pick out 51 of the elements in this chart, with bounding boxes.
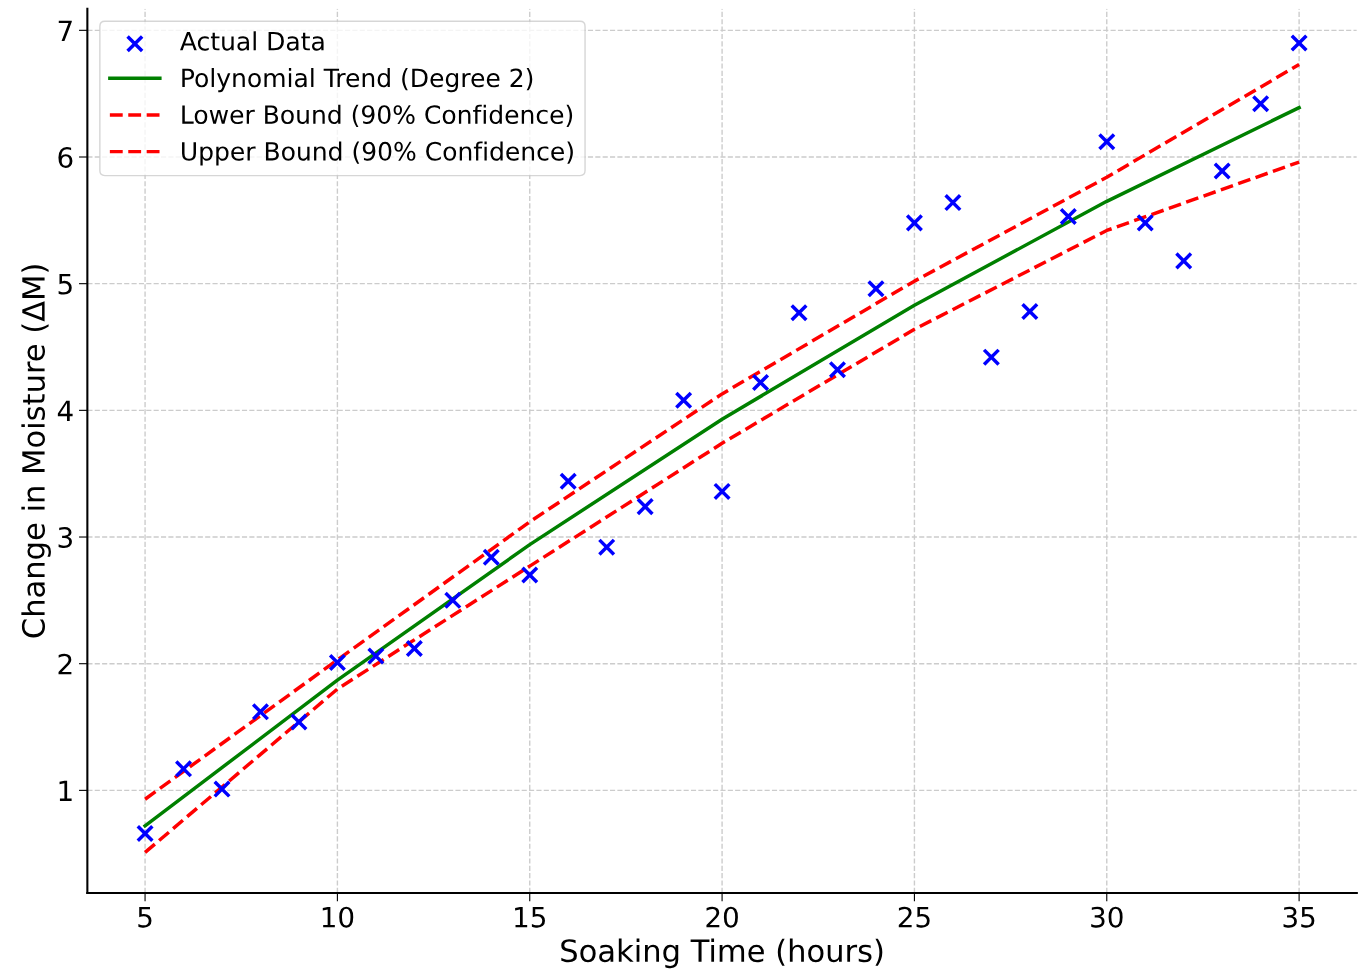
- point: [559, 472, 578, 491]
- y-tick-label: 1: [59, 780, 72, 801]
- point: [328, 653, 347, 672]
- y-tick-label: 2: [58, 653, 72, 675]
- x-tick-label: 35: [1283, 906, 1315, 928]
- point: [1097, 132, 1116, 151]
- legend-label: Polynomial Trend (Degree 2): [182, 67, 533, 93]
- point: [751, 373, 770, 392]
- y-tick-label: 7: [58, 20, 72, 41]
- point: [136, 824, 155, 843]
- point: [289, 712, 308, 731]
- x-tick-label: 20: [706, 906, 738, 928]
- point: [174, 759, 193, 778]
- point: [520, 566, 539, 585]
- point: [405, 639, 424, 658]
- point: [443, 591, 462, 610]
- point: [982, 348, 1001, 367]
- point: [212, 780, 232, 799]
- x-tick-label: 25: [898, 906, 930, 928]
- x-tick-label: 15: [515, 907, 545, 928]
- point: [1174, 251, 1193, 270]
- point: [1251, 94, 1270, 113]
- point: [790, 303, 809, 322]
- legend-label: Upper Bound (90% Confidence): [182, 141, 573, 166]
- legend-label: Lower Bound (90% Confidence): [182, 104, 573, 127]
- point: [866, 279, 885, 298]
- x-tick-label: 5: [138, 907, 152, 928]
- y-tick-label: 6: [58, 146, 73, 168]
- point: [366, 647, 385, 666]
- y-tick-label: 4: [57, 400, 73, 421]
- point: [597, 538, 616, 557]
- point: [251, 702, 270, 721]
- x-tick-label: 10: [322, 906, 354, 928]
- point: [1059, 207, 1078, 226]
- point: [674, 391, 693, 410]
- point: [1213, 161, 1232, 180]
- legend-label: Actual Data: [180, 31, 324, 51]
- point: [905, 213, 924, 232]
- point: [1020, 302, 1039, 321]
- point: [828, 360, 847, 379]
- point: [636, 497, 655, 516]
- point: [713, 482, 732, 501]
- point: [943, 193, 962, 212]
- y-tick-label: 5: [58, 273, 72, 295]
- y-tick-label: 3: [58, 526, 72, 548]
- point: [1290, 33, 1309, 53]
- point: [482, 548, 501, 567]
- x-tick-label: 30: [1091, 906, 1123, 928]
- y-axis-title: Change in Moisture (ΔM): [21, 265, 51, 638]
- point: [1136, 213, 1155, 232]
- x-axis-title: Soaking Time (hours): [561, 938, 883, 969]
